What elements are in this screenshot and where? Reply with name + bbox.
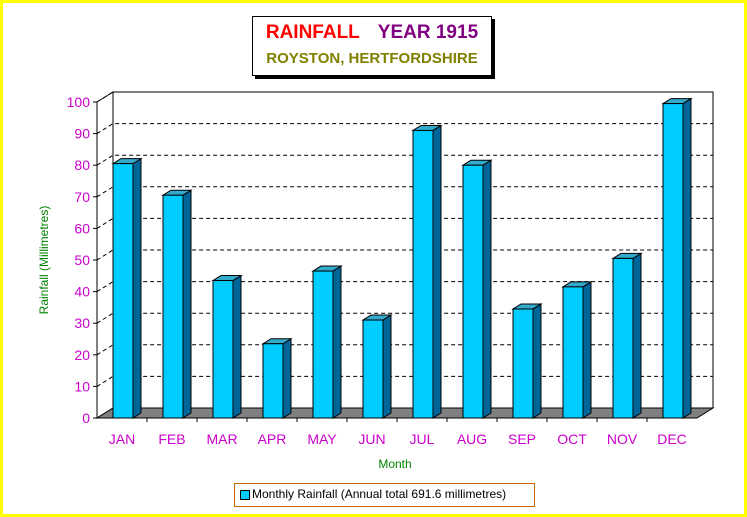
bar-jan [111,157,143,419]
chart-title: RAINFALL YEAR 1915 [253,21,491,45]
y-axis-title: Rainfall (Millimetres) [37,205,51,315]
bar-side [582,280,592,419]
bar-apr [261,337,293,419]
chart-legend: Monthly Rainfall (Annual total 691.6 mil… [234,483,535,507]
chart-subtitle: ROYSTON, HERTFORDSHIRE [266,50,478,67]
x-tick-label-mar: MAR [206,431,237,447]
x-tick-label-nov: NOV [607,431,638,447]
bar-front [162,194,184,419]
bar-front [662,103,684,419]
bar-dec [661,97,693,419]
y-tick-label: 30 [74,315,90,331]
y-tick-label: 80 [74,157,90,173]
y-tick-label: 10 [74,378,90,394]
bar-side [682,97,692,419]
bar-side [332,265,342,419]
bar-front [412,129,434,419]
bar-mar [211,274,243,419]
bar-jul [411,124,443,419]
bar-side [532,303,542,419]
x-tick-label-jan: JAN [109,431,135,447]
chart-title-year: YEAR 1915 [377,22,479,43]
bar-jun [361,314,393,419]
x-tick-label-jul: JUL [410,431,435,447]
bar-side [432,124,442,419]
bar-side [232,274,242,419]
y-tick-label: 90 [74,126,90,142]
y-tick-label: 0 [82,410,90,426]
bar-front [462,164,484,419]
bar-front [512,308,534,419]
legend-swatch [240,490,250,500]
bar-side [182,189,192,419]
bar-side [382,314,392,419]
x-tick-label-oct: OCT [557,431,587,447]
x-tick-label-dec: DEC [657,431,687,447]
bar-side [482,159,492,419]
bar-oct [561,280,593,419]
x-tick-label-aug: AUG [457,431,487,447]
y-tick-label: 50 [74,252,90,268]
bar-front [112,163,134,419]
bar-side [132,157,142,419]
y-tick-label: 40 [74,284,90,300]
bar-front [262,343,284,419]
chart-title-rainfall: RAINFALL [265,22,360,43]
y-tick-label: 100 [67,94,91,110]
bar-front [212,280,234,419]
chart-title-box: RAINFALL YEAR 1915 ROYSTON, HERTFORDSHIRE [252,16,492,76]
y-tick-label: 70 [74,189,90,205]
bar-side [632,252,642,419]
x-tick-label-may: MAY [307,431,337,447]
y-tick-label: 60 [74,220,90,236]
bar-nov [611,252,643,419]
x-tick-label-sep: SEP [508,431,536,447]
bar-side [282,337,292,419]
x-tick-label-feb: FEB [158,431,185,447]
bar-sep [511,303,543,419]
y-tick-label: 20 [74,347,90,363]
x-tick-label-apr: APR [258,431,287,447]
bar-feb [161,189,193,419]
bar-aug [461,159,493,419]
bar-may [311,265,343,419]
x-axis-title: Month [378,457,412,471]
bar-front [562,286,584,419]
bar-front [612,257,634,419]
legend-label: Monthly Rainfall (Annual total 691.6 mil… [252,487,507,501]
bar-front [362,319,384,419]
bar-front [312,270,334,419]
x-tick-label-jun: JUN [358,431,385,447]
